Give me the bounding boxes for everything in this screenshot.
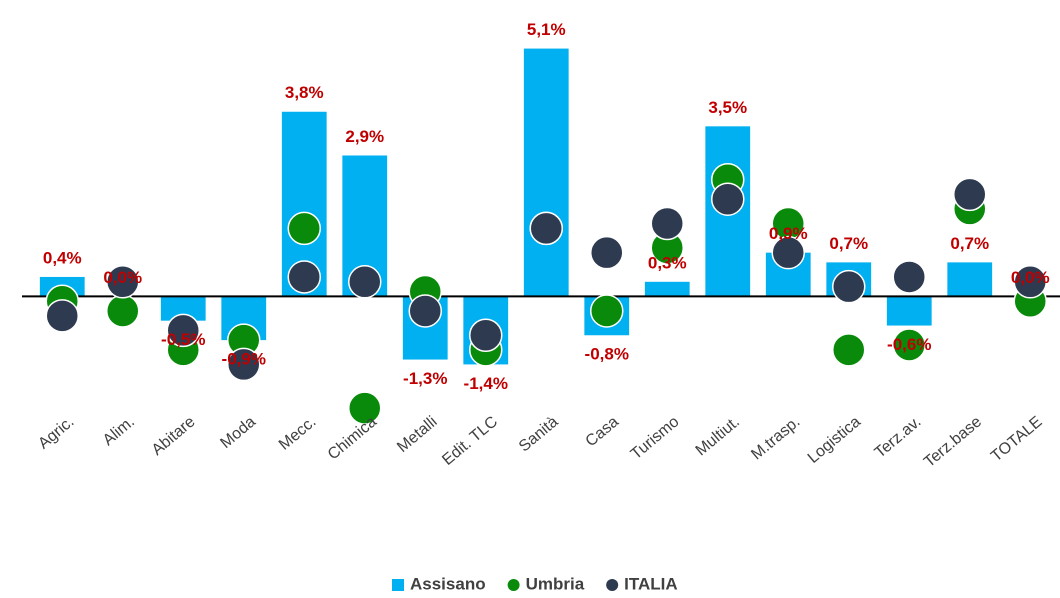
bar [523,48,569,297]
legend-swatch [507,579,520,591]
x-tick-label: Abitare [149,413,199,459]
dot [771,235,805,270]
dot [45,299,79,333]
value-label: 0,0% [1011,268,1050,287]
dot [1013,265,1047,299]
dot [650,206,684,241]
legend-label: Assisano [410,574,486,593]
dot [529,211,563,246]
value-label: 3,8% [285,83,324,102]
x-tick-label: TOTALE [988,413,1045,465]
dot [590,294,624,328]
x-tick-label: Sanità [516,413,562,455]
x-tick-label: Edit. TLC [439,413,501,469]
dot [953,177,987,212]
x-tick-label: Agric. [35,413,77,452]
dot [892,260,926,294]
dot [892,328,926,362]
legend-label: Umbria [526,574,585,593]
bar [644,281,690,297]
value-label: 5,1% [527,20,566,39]
x-tick-label: Turismo [628,413,683,463]
x-tick-label: Multiut. [693,413,743,459]
x-tick-label: Chimica [325,413,380,463]
value-label: -0,8% [585,345,629,364]
dot [832,269,866,304]
value-label: 2,9% [345,127,384,146]
dot [106,294,140,328]
dot [227,347,261,382]
legend-swatch [606,579,619,591]
bar [886,296,932,326]
value-label: -1,3% [403,369,447,388]
value-label: 3,5% [708,98,747,117]
bar [947,262,993,297]
value-label: 0,0% [103,268,142,287]
x-tick-label: Mecc. [276,413,320,453]
value-label: -0,6% [887,335,931,354]
legend-swatch [392,579,404,591]
value-label: 0,7% [829,234,868,253]
x-tick-label: Logistica [805,413,864,467]
x-tick-label: Terz.base [921,413,985,471]
x-tick-label: Moda [217,413,259,452]
value-label: -1,4% [464,374,508,393]
dot [711,182,745,216]
value-label: -0,9% [222,350,266,369]
x-tick-label: Casa [582,413,622,450]
dot [166,313,200,348]
dot [106,265,140,299]
value-label: 0,3% [648,253,687,272]
x-tick-label: Metalli [394,413,440,456]
legend-label: ITALIA [624,574,678,593]
value-label: 0,9% [769,224,808,243]
value-label: -0,5% [161,330,205,349]
dot [408,294,442,328]
dot [832,333,866,367]
value-label: 0,7% [950,234,989,253]
dot [287,211,321,246]
x-tick-label: Terz.av. [872,413,925,461]
x-tick-label: Alim. [100,413,138,449]
legend: Assisano Umbria ITALIA [392,574,678,593]
value-label: 0,4% [43,248,82,267]
x-tick-label: M.trasp. [748,413,803,463]
dot [469,318,503,353]
dot [348,265,382,299]
dot [590,235,624,270]
dot [287,260,321,294]
dot [348,391,382,425]
